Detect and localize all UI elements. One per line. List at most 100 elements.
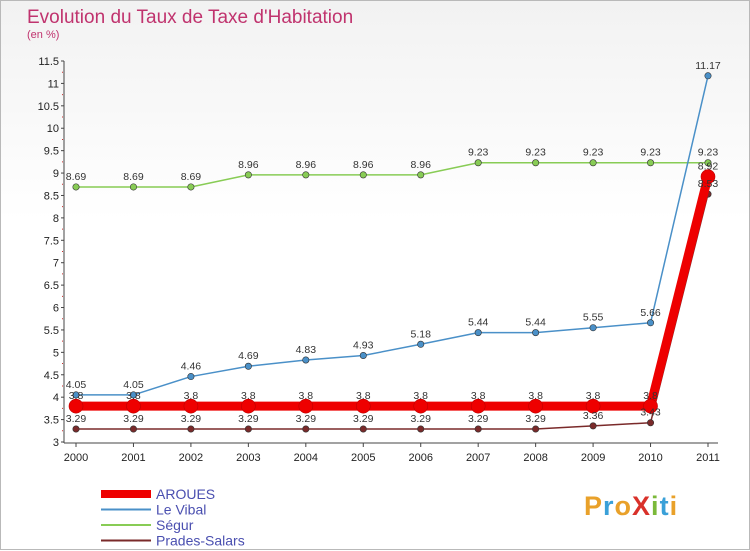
data-label: 4.83 xyxy=(296,344,317,356)
data-label: 3.36 xyxy=(583,410,604,422)
data-label: 3.8 xyxy=(413,390,428,402)
data-point xyxy=(129,425,137,433)
data-point xyxy=(474,425,482,433)
data-point xyxy=(187,183,195,191)
x-tick-label: 2000 xyxy=(64,452,88,464)
data-point xyxy=(298,398,314,414)
x-tick-label: 2005 xyxy=(351,452,375,464)
data-point xyxy=(704,159,712,167)
data-point xyxy=(72,425,80,433)
data-label: 3.8 xyxy=(241,390,256,402)
data-label: 4.69 xyxy=(238,350,259,362)
data-label: 3.29 xyxy=(123,413,144,425)
logo-letter: P xyxy=(584,491,604,521)
logo-letter: X xyxy=(632,491,652,521)
data-point xyxy=(474,159,482,167)
data-label: 8.69 xyxy=(181,171,202,183)
y-tick-label: 9.5 xyxy=(44,146,59,158)
data-label: 3.8 xyxy=(126,390,141,402)
data-point xyxy=(417,340,425,348)
data-label: 8.53 xyxy=(698,178,719,190)
data-point xyxy=(126,398,141,414)
data-label: 8.69 xyxy=(66,171,87,183)
data-point xyxy=(700,169,716,184)
data-label: 3.43 xyxy=(640,407,661,419)
data-point xyxy=(359,425,367,433)
data-label: 5.44 xyxy=(525,317,546,329)
x-tick-label: 2008 xyxy=(523,452,547,464)
data-point xyxy=(704,72,712,80)
data-label: 3.8 xyxy=(586,390,601,402)
data-point xyxy=(417,171,425,179)
data-label: 8.96 xyxy=(238,159,259,171)
legend-label: Ségur xyxy=(156,517,194,533)
y-tick-label: 10 xyxy=(47,123,59,135)
y-tick-label: 11 xyxy=(48,78,59,90)
data-label: 3.8 xyxy=(69,390,84,402)
data-label: 8.92 xyxy=(698,161,719,173)
logo-letter: o xyxy=(614,491,633,521)
logo-letter: i xyxy=(651,491,660,521)
data-point xyxy=(589,159,597,167)
data-point xyxy=(129,391,137,399)
y-tick-label: 5.5 xyxy=(44,325,59,337)
data-label: 3.29 xyxy=(525,413,546,425)
data-point xyxy=(359,351,367,359)
data-point xyxy=(413,398,429,414)
x-tick-label: 2011 xyxy=(696,452,720,464)
data-label: 3.29 xyxy=(468,413,489,425)
y-tick-label: 4 xyxy=(53,392,59,404)
data-point xyxy=(359,171,367,179)
data-point xyxy=(585,398,601,414)
data-label: 3.8 xyxy=(356,390,371,402)
data-label: 3.8 xyxy=(299,390,314,402)
data-label: 8.96 xyxy=(296,159,317,171)
y-tick-label: 9 xyxy=(53,168,59,180)
data-label: 5.18 xyxy=(411,328,432,340)
data-label: 11.17 xyxy=(695,60,721,72)
data-point xyxy=(355,398,371,414)
data-point xyxy=(470,398,486,414)
data-point xyxy=(589,324,597,332)
data-label: 3.29 xyxy=(296,413,317,425)
data-label: 3.8 xyxy=(528,390,543,402)
x-tick-label: 2006 xyxy=(408,452,432,464)
x-tick-label: 2010 xyxy=(638,452,662,464)
y-tick-label: 3.5 xyxy=(44,415,59,427)
data-label: 5.44 xyxy=(468,317,489,329)
y-tick-label: 8.5 xyxy=(44,190,59,202)
legend-label: AROUES xyxy=(156,486,215,502)
data-point xyxy=(528,398,543,414)
x-tick-label: 2001 xyxy=(121,452,145,464)
series-line-aroues xyxy=(76,175,713,411)
x-tick-label: 2009 xyxy=(581,452,605,464)
data-label: 3.8 xyxy=(643,390,658,402)
data-label: 9.23 xyxy=(468,147,489,159)
data-label: 5.66 xyxy=(640,307,661,319)
data-label: 8.69 xyxy=(123,171,144,183)
data-point xyxy=(647,319,655,327)
data-point xyxy=(244,362,252,370)
data-point xyxy=(241,398,256,414)
data-point xyxy=(187,425,195,433)
data-label: 4.05 xyxy=(66,379,87,391)
data-point xyxy=(532,159,540,167)
data-point xyxy=(532,425,540,433)
data-label: 3.29 xyxy=(238,413,259,425)
y-tick-label: 8 xyxy=(53,213,59,225)
y-tick-label: 7.5 xyxy=(44,235,59,247)
legend-label: Le Vibal xyxy=(156,502,206,518)
data-point xyxy=(474,329,482,337)
y-tick-label: 10.5 xyxy=(38,101,59,113)
data-point xyxy=(72,183,80,191)
series-line-prades-salars xyxy=(76,193,709,430)
y-tick-label: 6 xyxy=(53,303,59,315)
data-point xyxy=(302,171,310,179)
data-label: 3.8 xyxy=(471,390,486,402)
data-label: 3.29 xyxy=(181,413,202,425)
data-label: 4.05 xyxy=(123,379,144,391)
data-label: 9.23 xyxy=(525,147,546,159)
series-line-le-vibal xyxy=(76,75,709,396)
